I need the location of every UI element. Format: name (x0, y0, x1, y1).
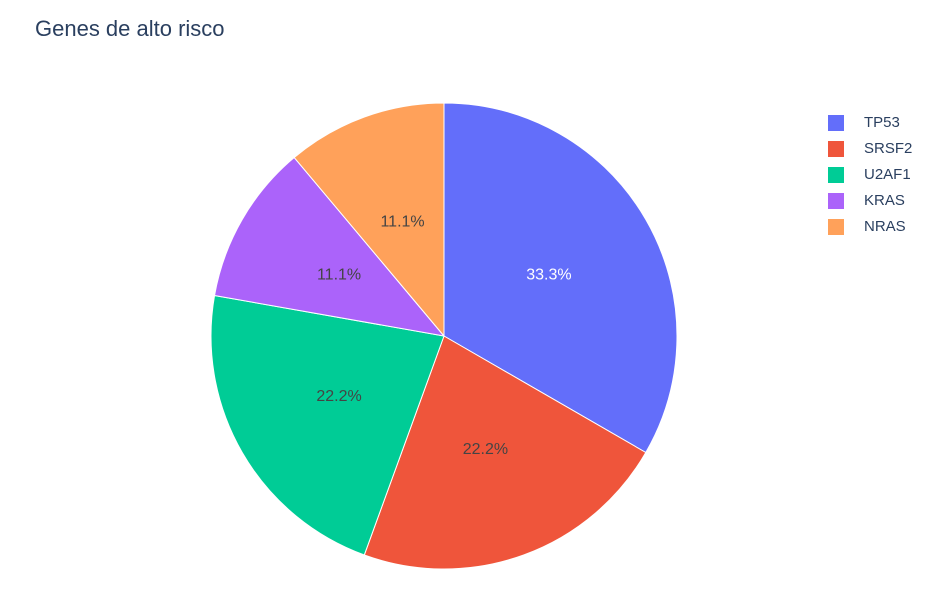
chart-title: Genes de alto risco (35, 16, 225, 41)
legend-item-u2af1[interactable]: U2AF1 (828, 166, 911, 183)
slice-label-srsf2: 22.2% (463, 441, 508, 458)
pie-slice-labels: 33.3% 22.2% 22.2% 11.1% 11.1% (316, 213, 571, 458)
legend-item-srsf2[interactable]: SRSF2 (828, 140, 912, 157)
pie-slice-srsf2[interactable] (363, 335, 647, 570)
legend-swatch-kras (828, 193, 844, 209)
legend-item-kras[interactable]: KRAS (828, 192, 905, 209)
legend-swatch-srsf2 (828, 141, 844, 157)
slice-label-nras: 11.1% (380, 213, 424, 230)
slice-label-u2af1: 22.2% (316, 388, 361, 405)
legend-swatch-tp53 (828, 115, 844, 131)
legend-label-u2af1: U2AF1 (864, 166, 911, 183)
legend-label-nras: NRAS (864, 218, 906, 235)
pie-slices (210, 102, 678, 570)
slice-label-kras: 11.1% (317, 267, 361, 284)
legend[interactable]: TP53 SRSF2 U2AF1 KRAS NRAS (828, 114, 912, 235)
legend-swatch-u2af1 (828, 167, 844, 183)
legend-label-srsf2: SRSF2 (864, 140, 912, 157)
pie-slice-u2af1[interactable] (210, 294, 445, 556)
legend-label-kras: KRAS (864, 192, 905, 209)
pie-slice-tp53[interactable] (443, 102, 678, 454)
slice-label-tp53: 33.3% (526, 267, 571, 284)
legend-item-tp53[interactable]: TP53 (828, 114, 900, 131)
legend-item-nras[interactable]: NRAS (828, 218, 906, 235)
legend-label-tp53: TP53 (864, 114, 900, 131)
pie-slice-kras[interactable] (213, 156, 446, 337)
legend-swatch-nras (828, 219, 844, 235)
pie-slice-nras[interactable] (293, 102, 445, 338)
